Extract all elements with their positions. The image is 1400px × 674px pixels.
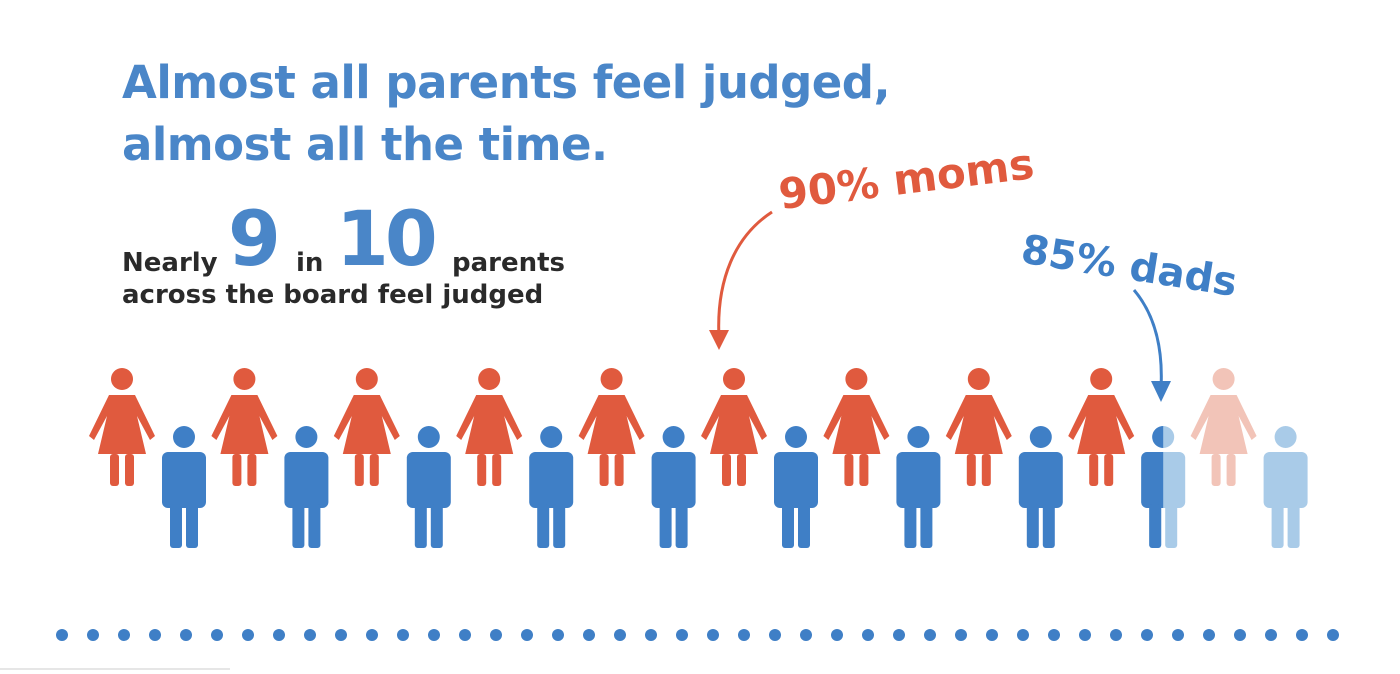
woman-icon [1190, 368, 1257, 486]
divider-dot [583, 629, 595, 641]
divider-dot [211, 629, 223, 641]
man-icon [529, 426, 574, 548]
divider-dot [645, 629, 657, 641]
divider-dot [1141, 629, 1153, 641]
man-icon [406, 426, 451, 548]
woman-icon [456, 368, 523, 486]
divider-dot [56, 629, 68, 641]
divider-dot [1017, 629, 1029, 641]
divider-dot [118, 629, 130, 641]
divider-dot [1296, 629, 1308, 641]
divider-dot [552, 629, 564, 641]
woman-icon [823, 368, 890, 486]
dads-arrowhead [1151, 381, 1171, 402]
divider-dot [428, 629, 440, 641]
headline: Almost all parents feel judged, almost a… [122, 52, 891, 176]
moms-arrowhead [709, 330, 729, 350]
dads-arrow [1132, 289, 1163, 389]
divider-dot [1234, 629, 1246, 641]
headline-line2: almost all the time. [122, 118, 608, 171]
stat-line2: across the board feel judged [122, 280, 544, 310]
dotted-divider [56, 629, 1339, 641]
stat-line1: Nearly 9 in 10 parents [122, 194, 565, 286]
man-icon [774, 426, 818, 548]
stat-summary: Nearly 9 in 10 parents across the board … [122, 194, 565, 310]
divider-dot [893, 629, 905, 641]
divider-dot [149, 629, 161, 641]
divider-dot [800, 629, 812, 641]
divider-dot [1172, 629, 1184, 641]
divider-dot [366, 629, 378, 641]
stat-number-9: 9 [228, 194, 281, 283]
divider-dot [304, 629, 316, 641]
woman-icon [1068, 368, 1135, 486]
divider-dot [1048, 629, 1060, 641]
headline-line1: Almost all parents feel judged, [122, 56, 891, 109]
corner-shadow [0, 668, 230, 670]
man-icon [162, 426, 206, 548]
divider-dot [1079, 629, 1091, 641]
divider-dot [180, 629, 192, 641]
man-icon [896, 426, 941, 548]
man-icon [1141, 426, 1186, 548]
divider-dot [242, 629, 254, 641]
divider-dot [769, 629, 781, 641]
divider-dot [707, 629, 719, 641]
divider-dot [273, 629, 285, 641]
divider-dot [459, 629, 471, 641]
divider-dot [831, 629, 843, 641]
divider-dot [862, 629, 874, 641]
man-icon [284, 426, 329, 548]
stat-in: in [296, 248, 324, 278]
divider-dot [1265, 629, 1277, 641]
man-icon [1018, 426, 1063, 548]
woman-icon [89, 368, 155, 486]
stat-number-10: 10 [336, 194, 438, 283]
divider-dot [87, 629, 99, 641]
stat-nearly: Nearly [122, 248, 218, 278]
woman-icon [945, 368, 1012, 486]
moms-arrow [717, 210, 773, 339]
man-icon [651, 426, 696, 548]
divider-dot [614, 629, 626, 641]
man-icon [1263, 426, 1308, 548]
woman-icon [578, 368, 645, 486]
woman-icon [211, 368, 278, 486]
divider-dot [335, 629, 347, 641]
divider-dot [1110, 629, 1122, 641]
divider-dot [955, 629, 967, 641]
divider-dot [676, 629, 688, 641]
divider-dot [490, 629, 502, 641]
divider-dot [521, 629, 533, 641]
divider-dot [397, 629, 409, 641]
divider-dot [738, 629, 750, 641]
divider-dot [1203, 629, 1215, 641]
woman-icon [701, 368, 767, 486]
divider-dot [986, 629, 998, 641]
divider-dot [924, 629, 936, 641]
divider-dot [1327, 629, 1339, 641]
stat-parents: parents [452, 248, 566, 278]
woman-icon [333, 368, 400, 486]
